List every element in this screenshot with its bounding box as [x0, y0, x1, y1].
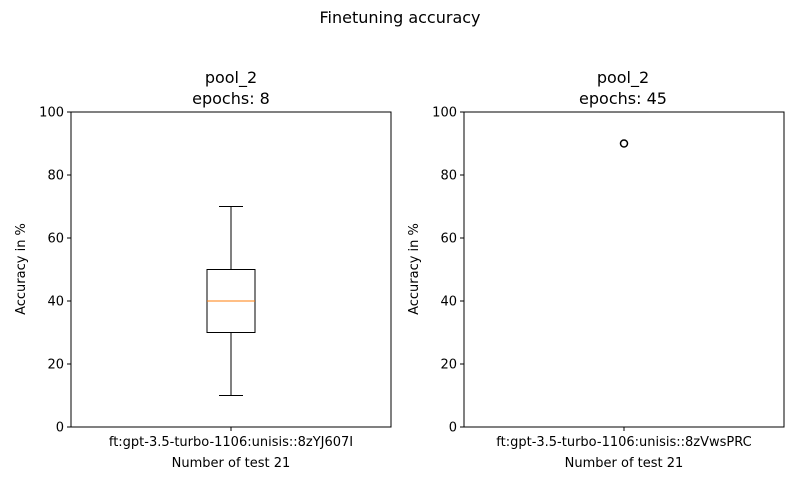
right-chart-y-tick-label: 40: [440, 295, 457, 310]
right-chart-x-tick-label: ft:gpt-3.5-turbo-1106:unisis::8zVwsPRC: [496, 435, 751, 450]
left-chart-x-axis-label: Number of test 21: [172, 456, 291, 471]
left-chart-panel: pool_2 epochs: 8 0 20 40 60 80 100 ft:gpt-3.5…: [14, 68, 392, 471]
right-chart-y-tick-label: 0: [449, 421, 457, 436]
right-chart-y-tick-label: 60: [440, 232, 457, 247]
right-chart-y-tick-label: 20: [440, 358, 457, 373]
right-chart-outlier-point: [619, 139, 629, 148]
right-chart-title-line1: pool_2: [597, 68, 649, 88]
right-chart-y-axis-label: Accuracy in %: [407, 223, 422, 315]
right-chart-panel: pool_2 epochs: 45 0 20 40 60 80 100 ft:gpt-3.…: [407, 68, 785, 471]
left-chart-y-tick-label: 80: [47, 169, 64, 184]
right-chart-title-line2: epochs: 45: [579, 89, 667, 108]
left-chart-x-tick-label: ft:gpt-3.5-turbo-1106:unisis::8zYJ607I: [109, 435, 353, 450]
figure-suptitle: Finetuning accuracy: [319, 8, 480, 27]
left-chart-title-line2: epochs: 8: [192, 89, 270, 108]
right-chart-y-tick-label: 100: [432, 106, 457, 121]
right-chart-plot-frame: [463, 111, 785, 428]
right-chart-y-tick-label: 80: [440, 169, 457, 184]
left-chart-title-line1: pool_2: [205, 68, 257, 88]
left-chart-y-tick-label: 60: [47, 232, 64, 247]
left-chart-y-tick-label: 40: [47, 295, 64, 310]
left-chart-y-axis-label: Accuracy in %: [14, 223, 29, 315]
left-chart-y-tick-label: 100: [39, 106, 64, 121]
left-chart-plot-frame: [70, 111, 392, 428]
left-chart-y-tick-label: 20: [47, 358, 64, 373]
right-chart-x-axis-label: Number of test 21: [565, 456, 684, 471]
left-chart-y-tick-label: 0: [56, 421, 64, 436]
